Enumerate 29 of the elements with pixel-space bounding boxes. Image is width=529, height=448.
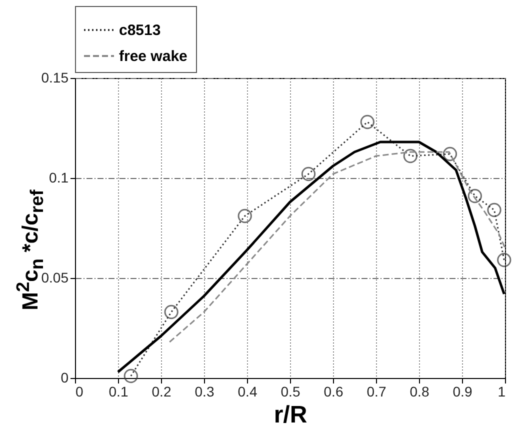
point (403, 148, 418, 164)
x-tick-label: 0.7 (366, 384, 386, 400)
x-tick-label: 0 (76, 384, 84, 400)
y-tick-label: 0.05 (41, 270, 69, 286)
point (124, 368, 138, 384)
x-axis-title: r/R (274, 402, 308, 428)
x-tick-label: 0.6 (324, 384, 344, 400)
x-tick-label: 0.5 (280, 384, 300, 400)
x-tick-label: 0.8 (410, 384, 430, 400)
x-tick-label: 1 (498, 384, 506, 400)
line-series (168, 151, 506, 343)
x-tick-label: 0.1 (108, 384, 128, 400)
point (238, 208, 252, 224)
x-tick-label: 0.2 (152, 384, 172, 400)
y-tick-label: 0.1 (49, 170, 69, 186)
x-tick-label: 0.4 (238, 384, 258, 400)
point (164, 304, 178, 320)
point (360, 114, 374, 130)
point (468, 188, 482, 204)
legend-label: free wake (119, 48, 188, 65)
x-tick-label: 0.9 (452, 384, 472, 400)
point (301, 166, 316, 182)
x-tick-label: 0.3 (194, 384, 214, 400)
y-tick-label: 0.15 (41, 70, 69, 86)
point (442, 146, 458, 162)
legend-label: c8513 (119, 22, 161, 39)
point (497, 252, 512, 268)
y-tick-label: 0 (60, 370, 69, 386)
point (487, 202, 502, 218)
